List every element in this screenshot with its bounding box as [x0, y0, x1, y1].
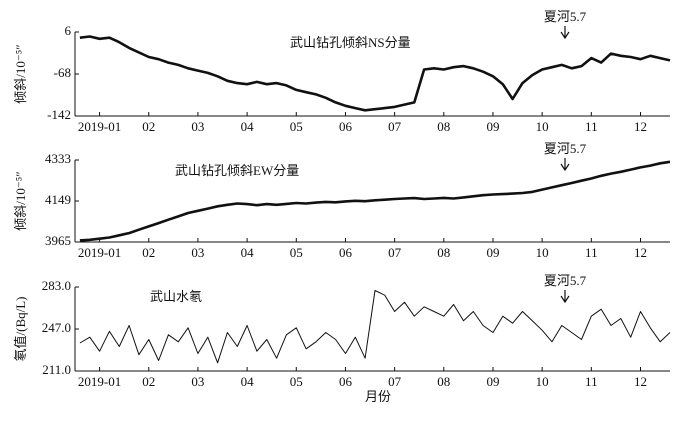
panel-title: 武山水氡 — [150, 289, 202, 304]
x-tick-label: 2019-01 — [78, 374, 121, 389]
annotation-arrow — [560, 290, 570, 304]
x-tick-label: 05 — [290, 119, 303, 134]
y-tick-label: 3965 — [45, 233, 71, 248]
annotation: 夏河5.7 — [544, 273, 587, 288]
x-tick-label: 06 — [339, 119, 353, 134]
x-tick-label: 09 — [486, 119, 499, 134]
x-tick-label: 10 — [536, 119, 549, 134]
x-tick-label: 07 — [388, 374, 402, 389]
x-tick-label: 04 — [241, 374, 255, 389]
panel-title: 武山钻孔倾斜EW分量 — [175, 163, 299, 178]
annotation: 夏河5.7 — [544, 9, 587, 24]
y-tick-label: -68 — [54, 65, 71, 80]
y-tick-label: 6 — [65, 23, 72, 38]
x-tick-label: 04 — [241, 245, 255, 260]
data-line — [79, 35, 671, 112]
x-tick-label: 11 — [585, 374, 598, 389]
x-tick-label: 12 — [634, 245, 647, 260]
x-tick-label: 08 — [437, 245, 450, 260]
y-tick-label: 211.0 — [42, 362, 71, 377]
x-tick-label: 02 — [142, 119, 155, 134]
x-tick-label: 08 — [437, 374, 450, 389]
x-tick-label: 11 — [585, 119, 598, 134]
panel-title: 武山钻孔倾斜NS分量 — [290, 35, 411, 50]
x-tick-label: 08 — [437, 119, 450, 134]
y-axis-label: 倾斜/10⁻⁵″ — [13, 171, 28, 230]
x-tick-label: 10 — [536, 245, 549, 260]
x-tick-label: 03 — [191, 119, 204, 134]
x-tick-label: 09 — [486, 374, 499, 389]
y-axis-label: 倾斜/10⁻⁵″ — [13, 44, 28, 103]
y-tick-label: 247.0 — [42, 320, 71, 335]
y-axis-label: 氡值/(Bq/L) — [13, 297, 28, 362]
x-tick-label: 12 — [634, 374, 647, 389]
y-tick-label: -142 — [47, 107, 71, 122]
x-tick-label: 02 — [142, 374, 155, 389]
y-tick-label: 4333 — [45, 151, 71, 166]
x-tick-label: 09 — [486, 245, 499, 260]
x-tick-label: 02 — [142, 245, 155, 260]
x-tick-label: 04 — [241, 119, 255, 134]
x-tick-label: 2019-01 — [78, 119, 121, 134]
x-tick-label: 07 — [388, 119, 402, 134]
x-tick-label: 06 — [339, 374, 353, 389]
x-tick-label: 03 — [191, 374, 204, 389]
x-axis-label: 月份 — [365, 389, 391, 404]
annotation-arrow — [560, 158, 570, 172]
data-line — [79, 160, 671, 242]
annotation: 夏河5.7 — [544, 141, 587, 156]
x-tick-label: 06 — [339, 245, 353, 260]
x-tick-label: 11 — [585, 245, 598, 260]
x-tick-label: 05 — [290, 374, 303, 389]
x-tick-label: 05 — [290, 245, 303, 260]
annotation-arrow — [560, 26, 570, 40]
x-tick-label: 10 — [536, 374, 549, 389]
x-tick-label: 03 — [191, 245, 204, 260]
y-tick-label: 283.0 — [42, 278, 71, 293]
y-tick-label: 4149 — [45, 192, 71, 207]
data-line — [79, 290, 671, 364]
x-tick-label: 2019-01 — [78, 245, 121, 260]
x-tick-label: 07 — [388, 245, 402, 260]
x-tick-label: 12 — [634, 119, 647, 134]
